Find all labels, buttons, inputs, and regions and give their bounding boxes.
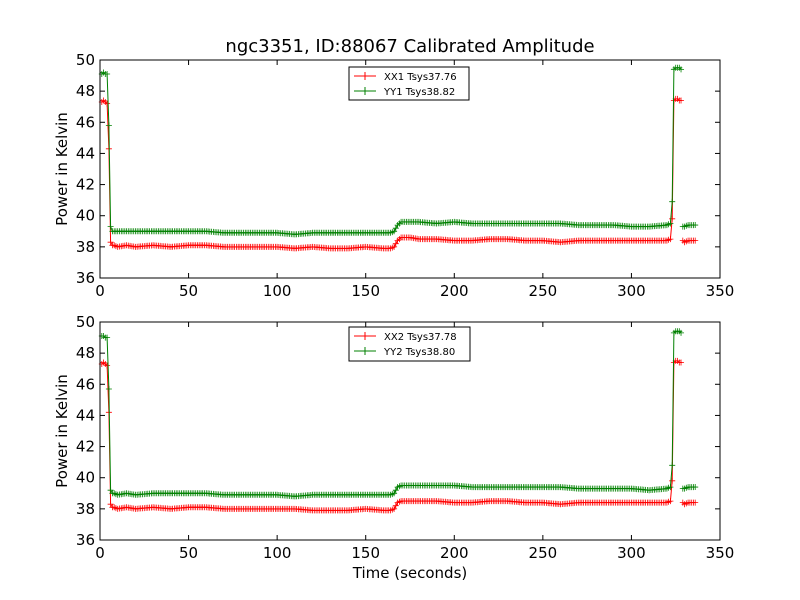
legend-label: YY1 Tsys38.82: [383, 87, 455, 98]
x-tick-label: 350: [706, 544, 735, 562]
legend-label: YY2 Tsys38.80: [383, 347, 455, 358]
legend-item: YY2 Tsys38.80: [354, 347, 455, 358]
y-axis-label: Power in Kelvin: [53, 374, 71, 488]
data-point: [107, 239, 114, 246]
data-point: [667, 498, 674, 505]
y-tick-label: 48: [76, 344, 95, 362]
data-point: [107, 223, 114, 230]
data-point: [107, 501, 114, 508]
data-point: [667, 220, 674, 227]
data-point: [692, 484, 699, 491]
legend-box: [348, 326, 471, 362]
data-point: [392, 240, 399, 247]
legend-marker: [361, 72, 369, 80]
data-point: [104, 71, 111, 77]
y-tick-label: 36: [76, 269, 95, 287]
legend-label: XX2 Tsys37.78: [384, 332, 457, 343]
x-tick-label: 0: [95, 544, 105, 562]
series-xx1: [98, 95, 699, 252]
data-point: [678, 329, 685, 336]
legend: XX2 Tsys37.78 YY2 Tsys38.80: [348, 326, 471, 362]
legend-item: XX2 Tsys37.78: [354, 332, 457, 343]
y-tick-label: 40: [76, 469, 95, 487]
legend-marker: [361, 87, 369, 95]
data-point: [391, 228, 398, 235]
data-point: [391, 505, 398, 512]
axes-frame: [99, 59, 721, 279]
legend-label: XX1 Tsys37.76: [384, 72, 457, 83]
data-point: [392, 502, 399, 509]
data-point: [107, 487, 114, 494]
y-axis-label: Power in Kelvin: [53, 112, 71, 226]
legend-marker: [361, 332, 369, 340]
legend: XX1 Tsys37.76 YY1 Tsys38.82: [348, 66, 470, 101]
data-point: [104, 362, 111, 369]
series-yy2: [98, 328, 699, 500]
y-tick-label: 36: [76, 531, 95, 549]
legend-box: [348, 66, 470, 101]
data-point: [667, 484, 674, 491]
x-tick-label: 200: [440, 544, 469, 562]
y-tick-label: 38: [76, 238, 95, 256]
y-tick-label: 44: [76, 144, 95, 162]
data-point: [678, 66, 685, 73]
y-tick-label: 38: [76, 500, 95, 518]
bottom-subplot: 0 50 100 150 200 250 300 350 36 38 40 42 44 46 48 50 Pow…: [53, 313, 734, 562]
x-tick-label: 100: [263, 282, 292, 300]
data-point: [104, 334, 111, 341]
y-tick-label: 40: [76, 207, 95, 225]
series-yy1: [98, 64, 699, 238]
data-point: [667, 236, 674, 243]
chart-title: ngc3351, ID:88067 Calibrated Amplitude: [225, 36, 594, 57]
data-point: [692, 222, 699, 229]
legend-item: XX1 Tsys37.76: [354, 72, 457, 83]
y-tick-label: 42: [76, 176, 95, 194]
x-tick-label: 350: [706, 282, 735, 300]
series-xx2: [98, 357, 699, 514]
data-point: [105, 386, 112, 392]
data-point: [692, 237, 699, 244]
legend-marker: [361, 347, 369, 355]
x-tick-label: 50: [179, 544, 198, 562]
y-tick-label: 46: [76, 375, 95, 393]
x-tick-label: 100: [263, 544, 292, 562]
x-tick-label: 300: [617, 282, 646, 300]
data-point: [692, 499, 699, 506]
x-tick-label: 50: [179, 282, 198, 300]
y-tick-label: 50: [76, 313, 95, 331]
y-tick-label: 48: [76, 82, 95, 100]
x-tick-label: 250: [529, 282, 558, 300]
x-tick-label: 200: [440, 282, 469, 300]
top-subplot: 0 50 100 150 200 250 300 350 36 38 40 42 44 46 48 50 Pow…: [53, 51, 734, 300]
y-tick-label: 44: [76, 406, 95, 424]
x-tick-label: 300: [617, 544, 646, 562]
data-point: [391, 243, 398, 250]
y-tick-label: 50: [76, 51, 95, 69]
data-point: [669, 477, 676, 484]
legend-item: YY1 Tsys38.82: [354, 87, 455, 98]
data-point: [392, 225, 399, 232]
y-tick-label: 42: [76, 438, 95, 456]
data-point: [104, 100, 111, 107]
axes-frame: [99, 321, 721, 541]
y-tick-label: 46: [76, 113, 95, 131]
x-tick-label: 250: [529, 544, 558, 562]
x-tick-label: 0: [95, 282, 105, 300]
data-point: [669, 462, 676, 469]
data-point: [678, 359, 685, 366]
data-point: [669, 198, 676, 205]
x-tick-label: 150: [351, 282, 380, 300]
data-point: [669, 215, 676, 222]
data-point: [391, 490, 398, 497]
x-axis-label: Time (seconds): [352, 564, 468, 582]
data-point: [392, 487, 399, 494]
data-point: [105, 122, 112, 129]
data-point: [678, 97, 685, 104]
x-tick-label: 150: [351, 544, 380, 562]
